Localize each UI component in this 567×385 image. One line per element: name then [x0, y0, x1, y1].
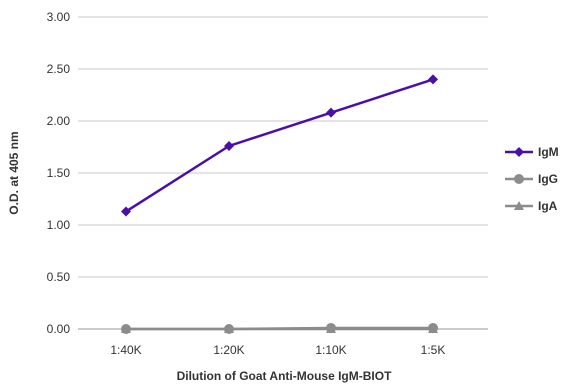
legend-marker-iga [514, 201, 524, 210]
x-tick-label: 1:10K [315, 343, 346, 357]
series-line-igg [126, 326, 433, 331]
legend-label-igm: IgM [538, 145, 559, 159]
y-tick-label: 2.50 [47, 62, 71, 76]
y-tick-label: 0.50 [47, 270, 71, 284]
x-tick-label: 1:20K [213, 343, 244, 357]
legend-item-igm: IgM [505, 145, 559, 159]
data-point-igm [121, 206, 131, 217]
series-group [121, 74, 438, 334]
data-point-igm [428, 74, 438, 85]
legend-marker-igg [514, 174, 524, 184]
grid-lines [78, 16, 488, 330]
y-axis-ticks: 0.00 0.50 1.00 1.50 2.00 2.50 3.00 [47, 10, 71, 336]
y-axis-label: O.D. at 405 nm [7, 131, 21, 214]
y-tick-label: 1.50 [47, 166, 71, 180]
data-point-igg [326, 322, 336, 333]
y-tick-label: 3.00 [47, 10, 71, 24]
legend-label-igg: IgG [538, 172, 558, 186]
y-tick-label: 2.00 [47, 114, 71, 128]
series-igg [121, 322, 438, 334]
series-line-igm [125, 78, 434, 213]
legend-label-iga: IgA [538, 199, 558, 213]
x-tick-label: 1:5K [421, 343, 446, 357]
legend-item-igg: IgG [505, 172, 558, 186]
legend-item-iga: IgA [505, 199, 558, 213]
data-point-igm [224, 140, 234, 151]
data-point-igg [428, 322, 438, 333]
y-tick-label: 0.00 [47, 322, 71, 336]
legend-marker-igm [514, 147, 524, 157]
legend: IgM IgG IgA [505, 145, 559, 213]
x-axis-label: Dilution of Goat Anti-Mouse IgM-BIOT [177, 369, 393, 383]
data-point-igg [224, 324, 234, 334]
series-igm [121, 74, 438, 217]
y-tick-label: 1.00 [47, 218, 71, 232]
data-point-igg [121, 324, 131, 334]
data-point-igm [326, 107, 336, 118]
x-axis-ticks: 1:40K 1:20K 1:10K 1:5K [110, 343, 445, 357]
x-tick-label: 1:40K [110, 343, 141, 357]
